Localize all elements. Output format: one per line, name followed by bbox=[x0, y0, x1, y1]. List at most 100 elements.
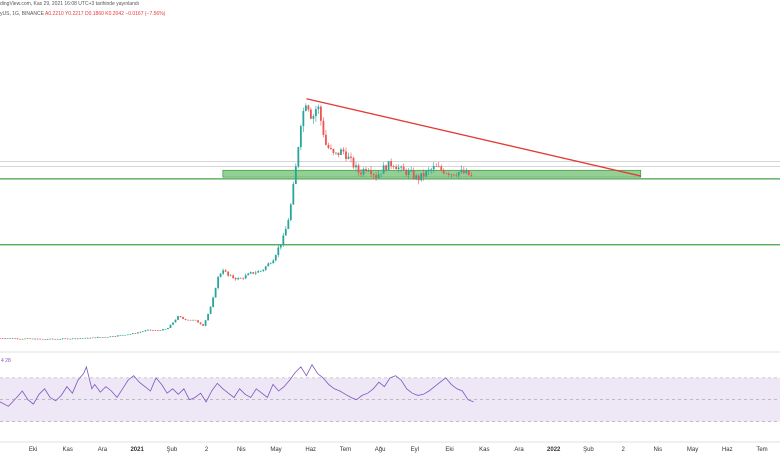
candle-body bbox=[167, 327, 169, 330]
candle-body bbox=[257, 271, 260, 273]
candle-body bbox=[222, 270, 225, 274]
candle-body bbox=[197, 320, 199, 323]
candle-body bbox=[252, 272, 255, 274]
candle-body bbox=[397, 167, 400, 170]
x-tick-label: Tem bbox=[756, 447, 767, 453]
candle-body bbox=[111, 336, 114, 337]
candle-body bbox=[317, 106, 320, 110]
candle-body bbox=[16, 338, 19, 340]
candle-body bbox=[322, 120, 325, 135]
candle-body bbox=[315, 109, 317, 117]
candle-body bbox=[267, 263, 270, 267]
candle-body bbox=[375, 175, 377, 179]
time-axis: Eki Kas Ara 2021 Şub 2 Nis May Haz Tem Ağu Eyl Eki Ka… bbox=[0, 441, 780, 453]
candle-body bbox=[330, 148, 332, 149]
x-tick-label: Şub bbox=[167, 447, 178, 453]
candle-body bbox=[277, 247, 280, 256]
candle-body bbox=[194, 319, 197, 321]
candle-body bbox=[385, 165, 387, 171]
candle-body bbox=[425, 171, 428, 177]
candle-body bbox=[269, 263, 272, 264]
candle-body bbox=[325, 134, 327, 145]
candle-body bbox=[360, 172, 362, 175]
candle-body bbox=[142, 331, 144, 332]
candle-body bbox=[94, 337, 97, 339]
candle-body bbox=[264, 266, 267, 270]
candle-body bbox=[287, 220, 290, 229]
candle-body bbox=[189, 319, 192, 321]
candle-body bbox=[61, 338, 64, 340]
candle-body bbox=[136, 332, 139, 334]
main-pane bbox=[0, 98, 780, 353]
candle-body bbox=[182, 317, 184, 319]
candle-body bbox=[304, 105, 307, 111]
candle-body bbox=[69, 338, 72, 340]
candle-body bbox=[26, 338, 29, 340]
x-tick-label: Eki bbox=[29, 447, 37, 453]
x-tick-label: Tem bbox=[340, 447, 351, 453]
candle-body bbox=[179, 316, 182, 318]
candle-body bbox=[106, 337, 109, 338]
candle-body bbox=[134, 333, 137, 334]
rsi-line bbox=[0, 363, 474, 407]
x-tick-label: Şub bbox=[583, 447, 594, 453]
x-tick-label: May bbox=[687, 447, 698, 453]
candle-body bbox=[49, 338, 52, 340]
candle-body bbox=[427, 169, 430, 172]
candle-body bbox=[410, 170, 413, 172]
candle-body bbox=[36, 338, 39, 340]
candle-body bbox=[84, 337, 87, 339]
candle-body bbox=[152, 330, 154, 331]
candle-body bbox=[237, 278, 240, 280]
candle-body bbox=[19, 338, 21, 340]
candle-body bbox=[124, 334, 127, 336]
candle-body bbox=[352, 157, 355, 168]
candle-body bbox=[119, 335, 122, 336]
candle-body bbox=[347, 156, 350, 159]
x-tick-label: Kas bbox=[479, 447, 489, 453]
candle-body bbox=[91, 337, 94, 339]
rsi-pane: 4 28 bbox=[0, 358, 780, 422]
candle-body bbox=[39, 338, 42, 340]
candle-body bbox=[121, 335, 124, 336]
candle-body bbox=[229, 275, 232, 277]
candle-body bbox=[209, 307, 212, 314]
candle-body bbox=[232, 275, 235, 278]
candle-body bbox=[470, 175, 473, 177]
candle-body bbox=[370, 170, 372, 175]
candle-body bbox=[131, 333, 134, 335]
candle-body bbox=[297, 147, 300, 167]
x-tick-label: 2022 bbox=[547, 447, 561, 453]
candle-body bbox=[157, 330, 159, 332]
candle-body bbox=[217, 276, 220, 288]
x-tick-label: Ara bbox=[514, 447, 524, 453]
candle-body bbox=[405, 169, 408, 175]
candle-body bbox=[262, 269, 265, 271]
candle-body bbox=[79, 338, 82, 340]
candle-body bbox=[292, 184, 295, 205]
candle-body bbox=[139, 331, 142, 333]
candle-body bbox=[249, 272, 252, 274]
candle-body bbox=[192, 319, 194, 321]
candle-body bbox=[422, 173, 425, 177]
candle-body bbox=[462, 169, 465, 174]
candle-body bbox=[435, 166, 438, 167]
candle-body bbox=[242, 278, 245, 279]
candle-body bbox=[116, 335, 119, 337]
candle-body bbox=[9, 338, 11, 339]
candle-body bbox=[350, 156, 352, 158]
candle-body bbox=[202, 324, 204, 326]
candle-body bbox=[54, 339, 57, 340]
candle-body bbox=[460, 169, 463, 173]
candle-body bbox=[71, 338, 74, 340]
candle-body bbox=[452, 174, 455, 176]
candle-body bbox=[430, 169, 433, 170]
candle-body bbox=[420, 173, 423, 181]
candle-body bbox=[244, 275, 247, 279]
candle-body bbox=[174, 319, 177, 323]
candle-body bbox=[402, 166, 405, 170]
candle-body bbox=[21, 338, 24, 340]
candle-body bbox=[76, 338, 79, 340]
candle-body bbox=[467, 170, 470, 176]
